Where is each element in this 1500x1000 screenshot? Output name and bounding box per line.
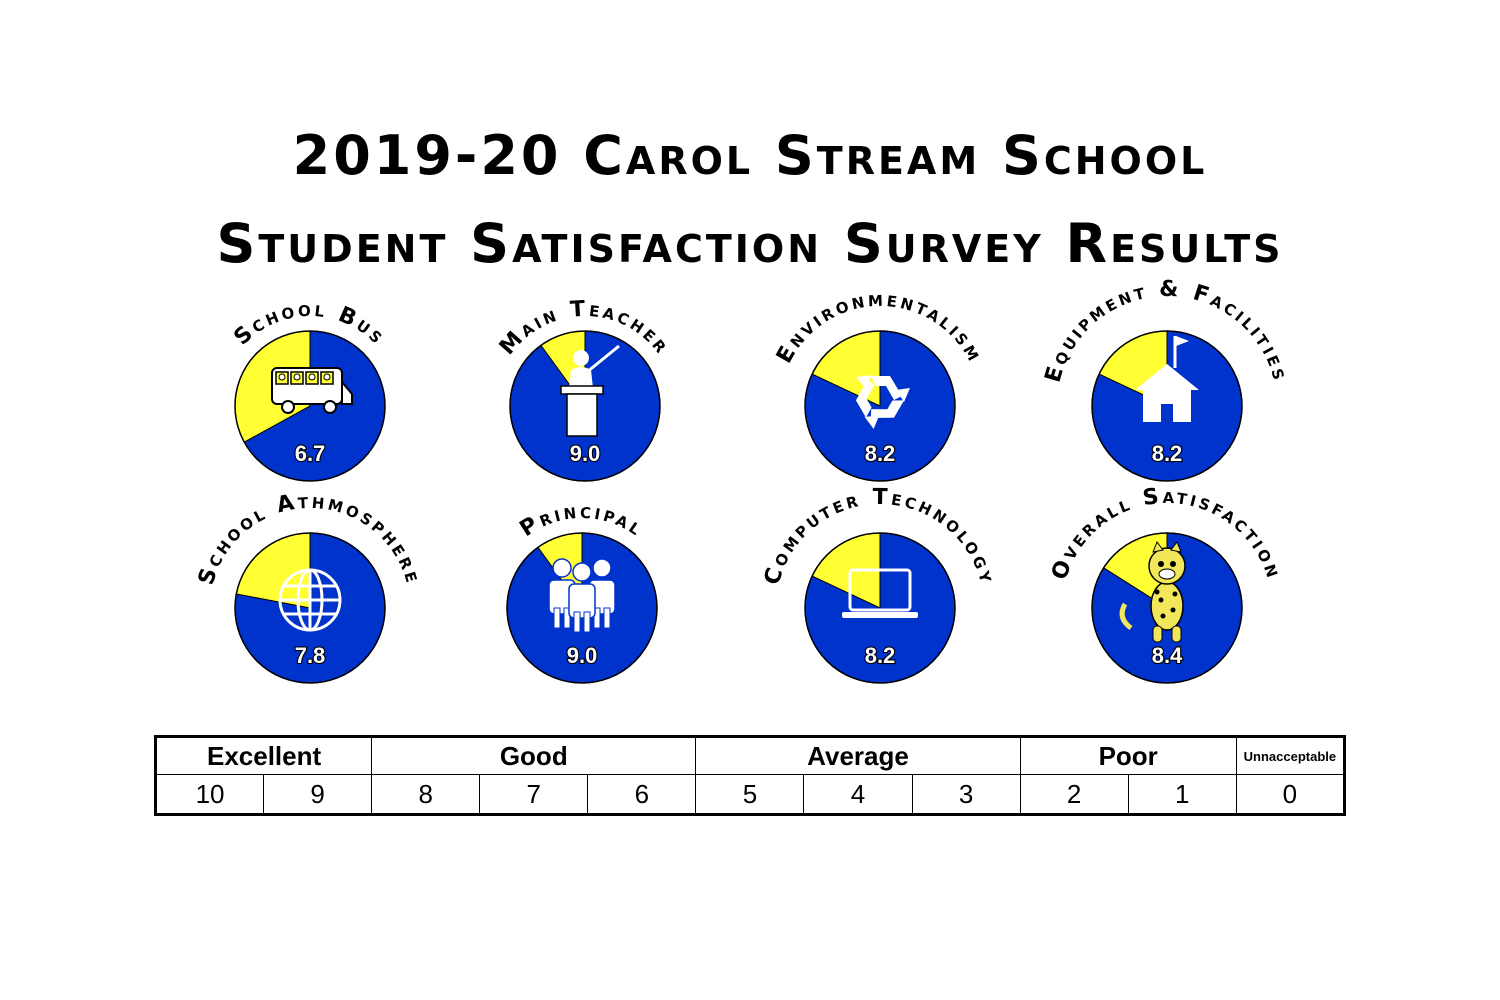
globe-icon <box>278 568 342 632</box>
scale-number: 1 <box>1127 774 1237 815</box>
pie-value-label: 7.8 <box>295 643 326 668</box>
scale-category-excellent: Excellent <box>154 736 373 775</box>
scale-number: 6 <box>587 774 697 815</box>
school-bus-icon <box>271 367 353 414</box>
scale-number: 5 <box>695 774 805 815</box>
recycle-icon <box>855 375 910 429</box>
teacher-icon <box>560 344 620 437</box>
scale-number: 4 <box>803 774 913 815</box>
scale-number: 2 <box>1019 774 1129 815</box>
scale-number: 3 <box>911 774 1021 815</box>
pie-value-label: 9.0 <box>567 643 598 668</box>
scale-category-good: Good <box>371 736 697 775</box>
scale-number: 7 <box>479 774 589 815</box>
pie-value-label: 6.7 <box>295 441 326 466</box>
pie-value-label: 8.2 <box>1152 441 1183 466</box>
scale-number: 9 <box>263 774 373 815</box>
pie-value-label: 9.0 <box>570 441 601 466</box>
title-line-1: 2019-20 Carol Stream School <box>292 124 1208 187</box>
people-group-icon <box>548 558 616 633</box>
scale-number: 0 <box>1235 774 1346 815</box>
page-title: 2019-20 Carol Stream School Student Sati… <box>0 112 1500 288</box>
pie-value-label: 8.4 <box>1152 643 1183 668</box>
scale-category-row: Excellent Good Average Poor Unnacceptabl… <box>154 736 1346 775</box>
scale-number-row: 10 9 8 7 6 5 4 3 2 1 0 <box>154 774 1346 815</box>
laptop-icon <box>842 568 918 618</box>
title-line-2: Student Satisfaction Survey Results <box>216 212 1284 275</box>
scale-number: 10 <box>154 774 265 815</box>
rating-scale-table: Excellent Good Average Poor Unnacceptabl… <box>154 735 1346 816</box>
scale-category-poor: Poor <box>1019 736 1237 775</box>
scale-number: 8 <box>371 774 481 815</box>
pie-value-label: 8.2 <box>865 643 896 668</box>
scale-category-unacceptable: Unnacceptable <box>1235 736 1346 775</box>
school-house-icon <box>1135 336 1199 422</box>
scale-category-average: Average <box>695 736 1021 775</box>
cheetah-mascot-icon <box>1119 540 1186 643</box>
pie-value-label: 8.2 <box>865 441 896 466</box>
